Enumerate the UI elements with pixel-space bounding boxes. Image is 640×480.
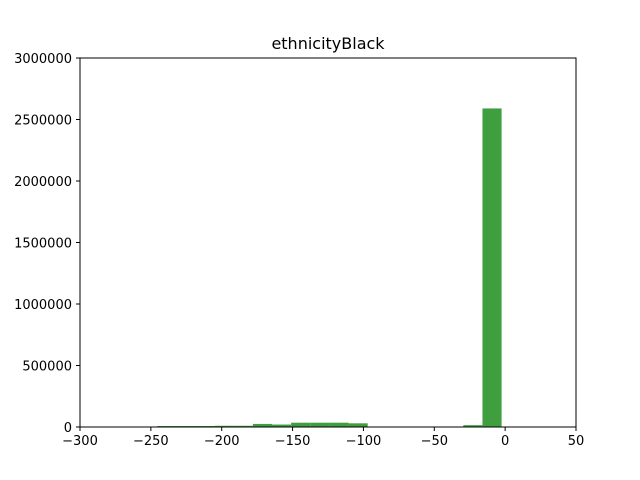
- histogram-bar-5: [252, 423, 273, 427]
- x-tick-label: −250: [133, 434, 169, 449]
- y-tick-label: 1000000: [14, 298, 72, 313]
- x-tick-label: −100: [346, 434, 382, 449]
- x-tick-label: −150: [275, 434, 311, 449]
- histogram-bar-17: [482, 108, 502, 428]
- x-tick-label: 0: [501, 434, 509, 449]
- x-tick-label: 50: [568, 434, 585, 449]
- y-tick-label: 500000: [22, 360, 72, 375]
- x-tick-label: −300: [62, 434, 98, 449]
- y-tick-label: 2500000: [14, 114, 72, 129]
- y-tick-label: 2000000: [14, 175, 72, 190]
- histogram-bar-10: [348, 423, 368, 427]
- chart-title: ethnicityBlack: [271, 34, 385, 53]
- x-tick-label: −50: [421, 434, 448, 449]
- y-tick-label: 0: [64, 421, 72, 436]
- histogram-bar-6: [272, 424, 292, 427]
- histogram-bar-7: [291, 422, 311, 427]
- y-tick-label: 3000000: [14, 52, 72, 67]
- axes-layer: −300 −250 −200 −150 −100 −50 0 50 0 500000 1000000…: [14, 52, 584, 449]
- histogram-bar-16: [463, 425, 483, 427]
- x-tick-label: −200: [204, 434, 240, 449]
- histogram-bar-9: [329, 422, 349, 427]
- histogram-bar-3: [214, 425, 234, 427]
- bars-layer: [157, 108, 502, 428]
- histogram-bar-4: [233, 425, 253, 427]
- histogram-bar-8: [310, 422, 330, 427]
- y-tick-label: 1500000: [14, 237, 72, 252]
